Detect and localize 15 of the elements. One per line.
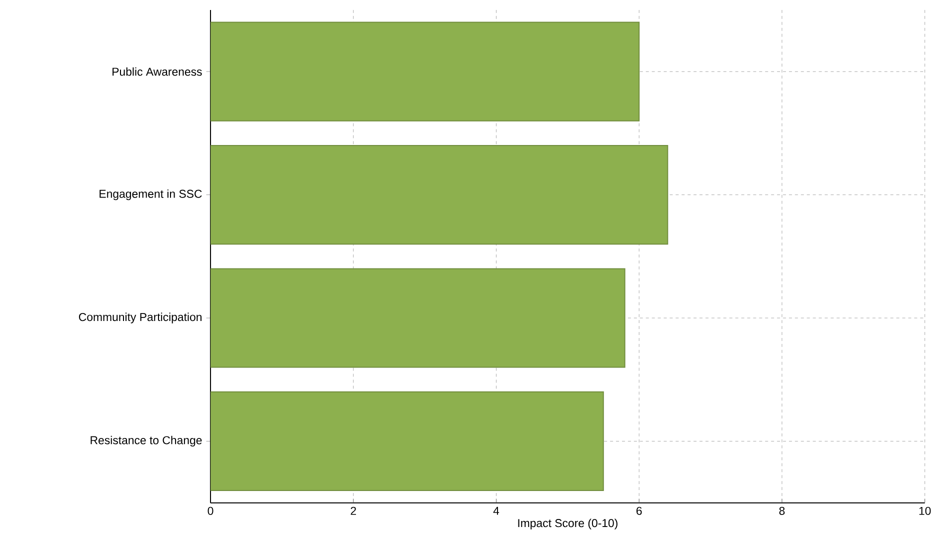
bar: [210, 392, 604, 492]
x-tick-label: 4: [493, 506, 500, 515]
x-tick-label: 2: [350, 506, 356, 515]
y-tick-label: Engagement in SSC: [100, 190, 202, 200]
x-axis-title: Impact Score (0-10): [518, 518, 618, 530]
x-tick-label: 0: [208, 506, 214, 516]
x-tick-label: 10: [919, 506, 931, 516]
bar: [210, 22, 640, 122]
y-tick-label: Community Participation: [78, 312, 202, 324]
y-tick-label: Public Awareness: [112, 68, 202, 76]
y-tick-label: Resistance to Change: [90, 436, 202, 447]
x-tick-label: 8: [779, 506, 785, 516]
bar: [210, 268, 626, 368]
x-tick-label: 6: [636, 506, 642, 516]
bar: [210, 145, 668, 245]
